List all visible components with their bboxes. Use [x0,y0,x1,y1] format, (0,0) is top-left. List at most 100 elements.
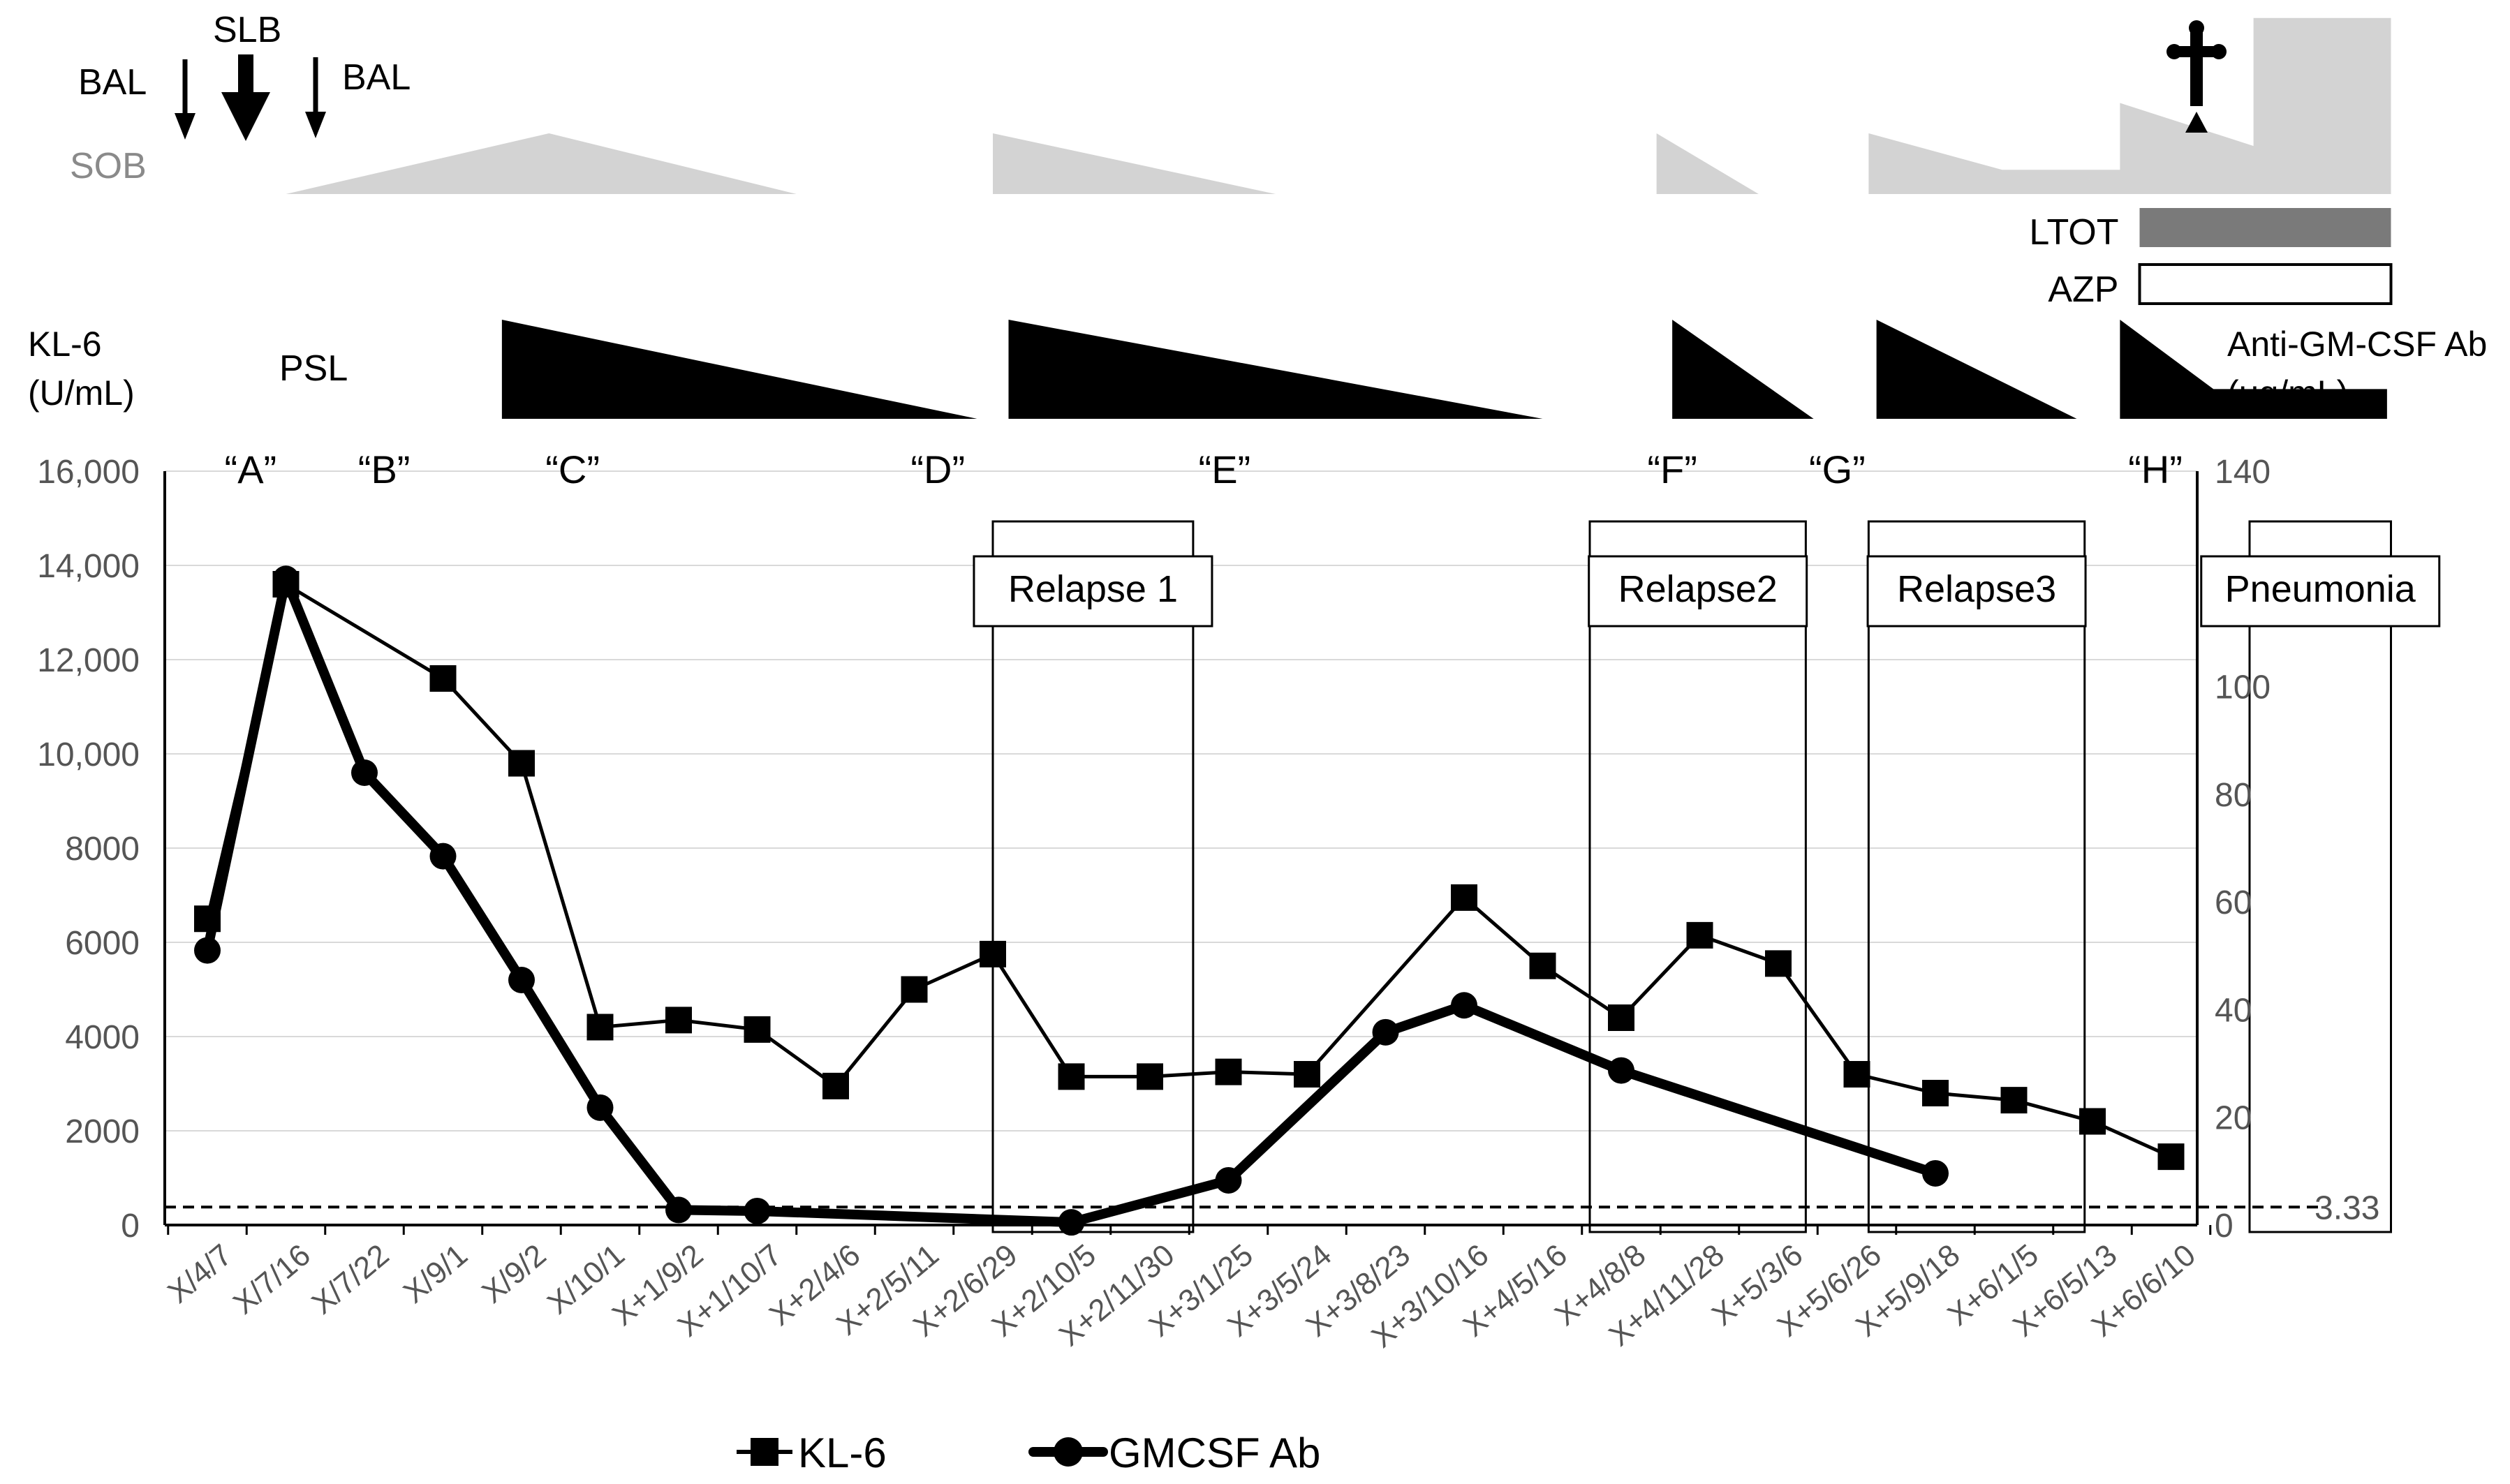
right-axis-title: Anti-GM-CSF Ab [2227,325,2487,364]
psl-course [2120,320,2387,419]
series [194,565,2185,1236]
right-tick-label: 140 [2215,454,2271,491]
gmcsf-point [665,1196,692,1224]
event-boxes [991,520,2392,1233]
event-label-box [1588,555,1808,628]
bal-label-left: BAL [78,62,147,103]
gmcsf-point [1608,1057,1634,1084]
gmcsf-point [586,1094,614,1121]
period-label: “H” [2128,447,2183,491]
kl6-point [1058,1063,1085,1090]
x-category-label: X/9/1 [397,1238,474,1310]
gmcsf-point [1922,1159,1949,1187]
kl6-point [1294,1061,1320,1088]
left-tick-label: 0 [121,1208,140,1245]
gmcsf-point [272,565,300,593]
legend-label: KL-6 [798,1430,887,1476]
event-box [991,520,1195,1233]
kl6-point [1451,884,1477,911]
period-label: “D” [910,447,965,491]
right-tick-label: 40 [2215,992,2252,1029]
x-category-label: X/4/7 [161,1238,238,1310]
x-category-label: X/7/22 [305,1238,395,1321]
period-label: “A” [225,447,277,491]
right-tick-label: 80 [2215,777,2252,814]
kl6-point [2000,1087,2028,1114]
chart-labels: Relapse 1 Relapse2 Relapse3 Pneumonia “A” “B”… [225,447,2441,628]
threshold-label: 3.33 [2315,1189,2379,1226]
death-cross-horizontal [2174,46,2219,57]
x-category-label: X/7/16 [227,1238,317,1321]
kl6-point [1529,952,1556,979]
period-label: “G” [1809,447,1866,491]
left-tick-label: 10,000 [37,736,140,773]
kl6-point [2157,1143,2185,1171]
psl-label: PSL [279,348,348,389]
gmcsf-point [1451,992,1477,1019]
gmcsf-point [194,937,221,964]
kl6-line [205,582,2173,1159]
left-tick-label: 4000 [65,1019,140,1056]
event-label-box [2200,555,2441,628]
kl6-point [1686,921,1713,949]
period-label: “E” [1199,447,1251,491]
kl6-point [980,940,1006,967]
left-axis-title: KL-6 [28,325,102,364]
kl6-point [1922,1080,1949,1106]
kl6-point [1608,1004,1634,1031]
event-label: Relapse 1 [1008,568,1178,610]
sob-shape [1868,103,2261,194]
sob-shape [286,133,797,194]
death-cross-top [2189,20,2204,36]
gmcsf-point [429,843,457,870]
kl6-point [901,976,928,1003]
gmcsf-point [1215,1166,1242,1194]
azp-label: AZP [2048,269,2118,310]
death-cross-vertical [2190,28,2203,106]
sob-shape [1656,133,1759,194]
event-box [1867,520,2086,1233]
slb-label: SLB [213,10,281,50]
kl6-point [508,750,535,777]
left-tick-label: 8000 [65,831,140,868]
left-tick-label: 12,000 [37,642,140,679]
sob-label: SOB [70,146,147,186]
gmcsf-line [202,574,1940,1228]
event-label: Relapse2 [1618,568,1778,610]
slb-arrow [221,54,270,141]
legend-marker-gmcsf [1054,1437,1083,1467]
gmcsf-point [508,967,535,993]
kl6-point [429,665,457,692]
psl-course [1876,320,2077,419]
kl6-point [1765,950,1792,977]
gmcsf-point [1058,1209,1085,1236]
left-tick-label: 14,000 [37,548,140,585]
event-label: Pneumonia [2225,568,2416,610]
event-box [2248,520,2392,1233]
death-cross-left [2166,44,2182,59]
right-tick-label: 100 [2215,669,2271,706]
event-box [1588,520,1807,1233]
period-label: “B” [358,447,411,491]
bal-label-right: BAL [342,57,411,98]
kl6-point [2079,1108,2106,1135]
right-tick-label: 0 [2215,1208,2234,1245]
event-label: Relapse3 [1897,568,2056,610]
x-category-label: X/9/2 [475,1238,552,1310]
kl6-point [1843,1061,1870,1088]
legend: KL-6 GMCSF Ab [737,1430,1320,1476]
kl6-point [586,1014,614,1041]
death-cross-right [2211,44,2227,59]
event-label-box [973,555,1213,628]
gmcsf-point [1372,1018,1399,1046]
gmcsf-point [744,1197,771,1224]
death-cross-foot [2185,112,2208,133]
kl6-point [822,1072,849,1099]
psl-course [1008,320,1543,419]
kl6-point [665,1007,692,1034]
left-tick-label: 6000 [65,925,140,962]
bal-arrow-1 [175,59,195,140]
right-tick-label: 60 [2215,884,2252,921]
